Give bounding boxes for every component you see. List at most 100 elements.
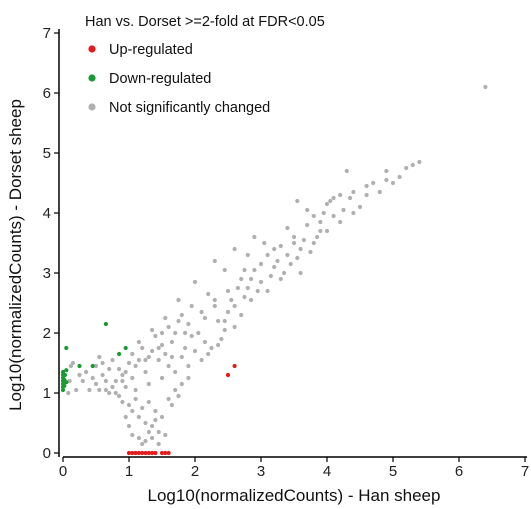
- data-point: [100, 360, 105, 366]
- data-point: [120, 378, 125, 384]
- data-point: [166, 324, 171, 330]
- data-point: [212, 297, 217, 303]
- data-point: [397, 174, 402, 180]
- data-point: [156, 345, 161, 351]
- data-point: [64, 345, 69, 351]
- data-point: [173, 330, 178, 336]
- data-point: [117, 366, 122, 372]
- data-point: [153, 408, 158, 414]
- data-point: [341, 207, 346, 213]
- data-point: [232, 363, 237, 369]
- data-point: [130, 432, 135, 438]
- data-point: [130, 351, 135, 357]
- data-point: [291, 234, 297, 240]
- data-point: [120, 399, 125, 405]
- data-point: [120, 372, 125, 378]
- data-point: [87, 387, 92, 393]
- data-point: [74, 387, 79, 393]
- y-ticks: 0 1 2 3 4 5 6 7: [43, 25, 59, 462]
- data-point: [126, 402, 132, 408]
- data-point: [143, 450, 148, 456]
- data-point: [140, 441, 145, 447]
- data-point: [176, 318, 181, 324]
- data-point: [62, 383, 67, 388]
- data-point: [150, 435, 155, 441]
- data-point: [156, 357, 161, 363]
- data-point: [216, 318, 221, 324]
- data-point: [232, 303, 237, 309]
- data-point: [150, 450, 155, 456]
- data-point: [123, 345, 128, 351]
- data-point: [103, 387, 108, 393]
- data-point: [242, 294, 247, 300]
- y-tick-label: 4: [43, 205, 51, 222]
- data-point: [222, 318, 227, 324]
- data-point: [288, 261, 293, 267]
- data-point: [298, 270, 303, 276]
- data-point: [123, 384, 128, 390]
- data-point: [130, 408, 135, 414]
- data-point: [64, 380, 69, 385]
- data-point: [93, 381, 99, 387]
- x-tick-label: 7: [521, 463, 529, 480]
- legend-items: Up-regulated Down-regulated Not significan…: [88, 42, 270, 116]
- data-point: [146, 354, 151, 360]
- data-point: [338, 219, 343, 225]
- y-tick-label: 0: [43, 445, 51, 462]
- data-point: [206, 291, 211, 297]
- data-point: [133, 363, 138, 369]
- data-point: [166, 363, 171, 369]
- data-point: [173, 387, 178, 393]
- legend-marker: [88, 74, 96, 82]
- x-tick-label: 1: [125, 463, 133, 480]
- data-point: [66, 390, 71, 396]
- data-point: [159, 342, 165, 348]
- data-point: [143, 438, 148, 444]
- data-point: [68, 363, 74, 369]
- data-point: [146, 381, 151, 387]
- data-point: [364, 183, 369, 189]
- data-point: [97, 354, 102, 360]
- data-point: [202, 339, 207, 345]
- data-point: [265, 252, 270, 258]
- data-point: [60, 387, 66, 393]
- data-point: [140, 450, 145, 456]
- data-point: [169, 339, 174, 345]
- data-point: [212, 303, 217, 309]
- data-point: [93, 363, 99, 369]
- legend-label: Down-regulated: [109, 71, 211, 87]
- data-point: [384, 168, 389, 174]
- data-point: [103, 321, 108, 327]
- data-point: [103, 378, 108, 384]
- data-point: [136, 339, 141, 345]
- data-point: [285, 225, 290, 231]
- plot-marks: [60, 84, 488, 456]
- data-point: [311, 240, 316, 246]
- data-point: [80, 378, 85, 384]
- data-point: [126, 423, 132, 429]
- data-point: [242, 267, 247, 273]
- data-point: [97, 387, 102, 393]
- legend-title: Han vs. Dorset >=2-fold at FDR<0.05: [85, 14, 325, 30]
- data-point: [262, 240, 267, 246]
- axes: 0 1 2 3 4 5 6 7 0 1 2 3 4 5 6 7: [43, 25, 530, 480]
- data-point: [179, 354, 184, 360]
- data-point: [123, 414, 128, 420]
- data-point: [285, 252, 290, 258]
- data-point: [64, 368, 69, 373]
- legend-label: Up-regulated: [109, 42, 193, 58]
- data-point: [110, 357, 115, 363]
- data-point: [291, 240, 297, 246]
- data-point: [179, 381, 184, 387]
- legend-marker: [88, 103, 96, 111]
- y-tick-label: 2: [43, 325, 51, 342]
- data-point: [123, 369, 128, 375]
- x-tick-label: 5: [389, 463, 397, 480]
- data-point: [113, 378, 118, 384]
- x-tick-label: 2: [191, 463, 199, 480]
- data-point: [371, 180, 376, 186]
- data-point: [150, 423, 155, 429]
- data-point: [202, 315, 207, 321]
- legend-label: Not significantly changed: [109, 100, 270, 116]
